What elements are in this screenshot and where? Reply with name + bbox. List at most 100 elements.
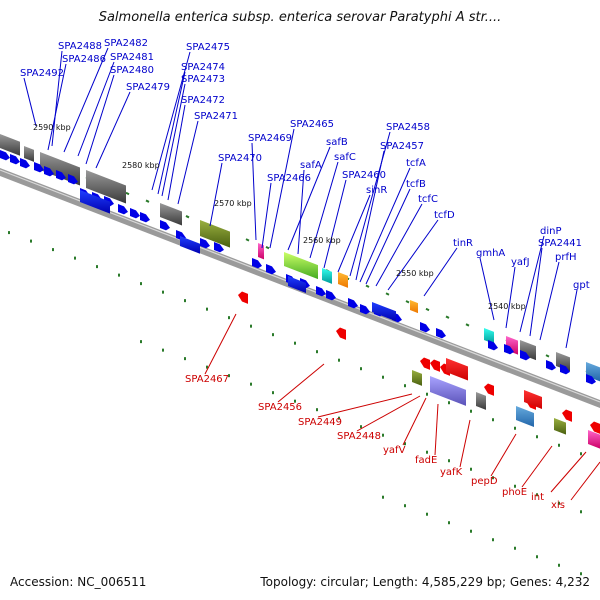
- gene-label-spa2458[interactable]: SPA2458: [386, 122, 430, 133]
- gene-label-phoe[interactable]: phoE: [502, 487, 527, 498]
- gene-arrow[interactable]: [266, 264, 276, 275]
- gene-label-spa2492[interactable]: SPA2492: [20, 68, 64, 79]
- gene-arrow[interactable]: [252, 258, 262, 269]
- gene-feature[interactable]: [160, 203, 182, 226]
- gene-arrow[interactable]: [200, 238, 210, 249]
- gene-label-spa2471[interactable]: SPA2471: [194, 111, 238, 122]
- gene-label-spa2488[interactable]: SPA2488: [58, 41, 102, 52]
- gene-arrow[interactable]: [130, 208, 140, 219]
- gene-label-spa2467[interactable]: SPA2467: [185, 374, 229, 385]
- gene-label-spa2482[interactable]: SPA2482: [104, 38, 148, 49]
- gene-label-spa2486[interactable]: SPA2486: [62, 54, 106, 65]
- gene-feature[interactable]: [484, 328, 494, 344]
- gene-feature[interactable]: [284, 252, 318, 280]
- gene-label-prfh[interactable]: prfH: [555, 252, 577, 263]
- gene-feature[interactable]: [200, 220, 230, 248]
- gene-label-int[interactable]: int: [531, 492, 544, 503]
- gene-label-spa2465[interactable]: SPA2465: [290, 119, 334, 130]
- gene-arrow[interactable]: [118, 204, 128, 215]
- gene-label-spa2460[interactable]: SPA2460: [342, 170, 386, 181]
- gene-arrow[interactable]: [326, 290, 336, 301]
- gene-label-spa2448[interactable]: SPA2448: [337, 431, 381, 442]
- gene-arrow[interactable]: [140, 212, 150, 223]
- gene-label-spa2479[interactable]: SPA2479: [126, 82, 170, 93]
- gene-feature[interactable]: [86, 170, 126, 204]
- gene-label-tinr[interactable]: tinR: [453, 238, 473, 249]
- gene-label-spa2469[interactable]: SPA2469: [248, 133, 292, 144]
- gene-feature[interactable]: [430, 376, 466, 406]
- gene-arrow[interactable]: [44, 166, 54, 177]
- gene-arrow[interactable]: [562, 409, 572, 422]
- gene-arrow[interactable]: [56, 170, 66, 181]
- gene-label-tcfb[interactable]: tcfB: [406, 179, 426, 190]
- gene-feature[interactable]: [80, 190, 110, 214]
- gene-arrow[interactable]: [34, 162, 44, 173]
- gene-label-safc[interactable]: safC: [334, 152, 356, 163]
- gene-label-spa2480[interactable]: SPA2480: [110, 65, 154, 76]
- gene-feature[interactable]: [180, 236, 200, 254]
- gene-arrow[interactable]: [484, 383, 494, 396]
- gene-arrow[interactable]: [436, 328, 446, 339]
- gene-label-spa2456[interactable]: SPA2456: [258, 402, 302, 413]
- gene-feature[interactable]: [322, 268, 332, 284]
- gene-label-spa2473[interactable]: SPA2473: [181, 74, 225, 85]
- gene-label-spa2441[interactable]: SPA2441: [538, 238, 582, 249]
- gene-arrow[interactable]: [504, 344, 514, 355]
- gene-arrow[interactable]: [10, 154, 20, 165]
- gene-label-safa[interactable]: safA: [300, 160, 322, 171]
- gene-feature[interactable]: [588, 430, 600, 449]
- gene-label-safb[interactable]: safB: [326, 137, 348, 148]
- gene-arrow[interactable]: [214, 242, 224, 253]
- gene-feature[interactable]: [372, 302, 396, 322]
- gene-arrow[interactable]: [160, 220, 170, 231]
- gene-label-yafk[interactable]: yafK: [440, 467, 463, 478]
- gene-arrow[interactable]: [420, 322, 430, 333]
- gene-arrow[interactable]: [520, 350, 530, 361]
- gene-arrow[interactable]: [560, 364, 570, 375]
- gene-feature[interactable]: [0, 134, 20, 156]
- gene-feature[interactable]: [24, 146, 34, 162]
- gene-feature[interactable]: [288, 276, 306, 293]
- gene-feature[interactable]: [524, 390, 542, 409]
- gene-label-spa2470[interactable]: SPA2470: [218, 153, 262, 164]
- gene-arrow[interactable]: [360, 304, 370, 315]
- gene-arrow[interactable]: [68, 174, 78, 185]
- gene-label-spa2472[interactable]: SPA2472: [181, 95, 225, 106]
- gene-feature[interactable]: [516, 406, 534, 427]
- gene-label-tcfc[interactable]: tcfC: [418, 194, 438, 205]
- gene-arrow[interactable]: [20, 158, 30, 169]
- gene-label-spa2466[interactable]: SPA2466: [267, 173, 311, 184]
- gene-label-fade[interactable]: fadE: [415, 455, 437, 466]
- gene-arrow[interactable]: [420, 357, 430, 370]
- gene-arrow[interactable]: [488, 340, 498, 351]
- gene-feature[interactable]: [556, 352, 570, 372]
- gene-label-spa2474[interactable]: SPA2474: [181, 62, 225, 73]
- gene-label-spa2449[interactable]: SPA2449: [298, 417, 342, 428]
- gene-feature[interactable]: [410, 300, 418, 314]
- gene-label-pepd[interactable]: pepD: [471, 476, 498, 487]
- gene-arrow[interactable]: [336, 327, 346, 340]
- gene-feature[interactable]: [554, 418, 566, 435]
- gene-arrow[interactable]: [238, 291, 248, 304]
- gene-feature[interactable]: [338, 272, 348, 288]
- gene-label-spa2481[interactable]: SPA2481: [110, 52, 154, 63]
- gene-feature[interactable]: [446, 358, 468, 381]
- gene-feature[interactable]: [412, 370, 422, 386]
- gene-arrow[interactable]: [348, 298, 358, 309]
- gene-arrow[interactable]: [430, 359, 440, 372]
- gene-arrow[interactable]: [546, 360, 556, 371]
- gene-label-yafv[interactable]: yafV: [383, 445, 406, 456]
- gene-label-spa2475[interactable]: SPA2475: [186, 42, 230, 53]
- gene-label-xis[interactable]: xis: [551, 500, 565, 511]
- gene-label-sinr[interactable]: sinR: [366, 185, 387, 196]
- gene-arrow[interactable]: [586, 374, 596, 385]
- gene-label-yafj[interactable]: yafJ: [511, 257, 530, 268]
- gene-label-tcfd[interactable]: tcfD: [434, 210, 455, 221]
- gene-arrow[interactable]: [316, 286, 326, 297]
- gene-label-spa2457[interactable]: SPA2457: [380, 141, 424, 152]
- gene-feature[interactable]: [258, 243, 264, 260]
- gene-arrow[interactable]: [0, 150, 10, 161]
- gene-label-gpt[interactable]: gpt: [573, 280, 590, 291]
- gene-arrow[interactable]: [590, 421, 600, 434]
- gene-label-gmha[interactable]: gmhA: [476, 248, 505, 259]
